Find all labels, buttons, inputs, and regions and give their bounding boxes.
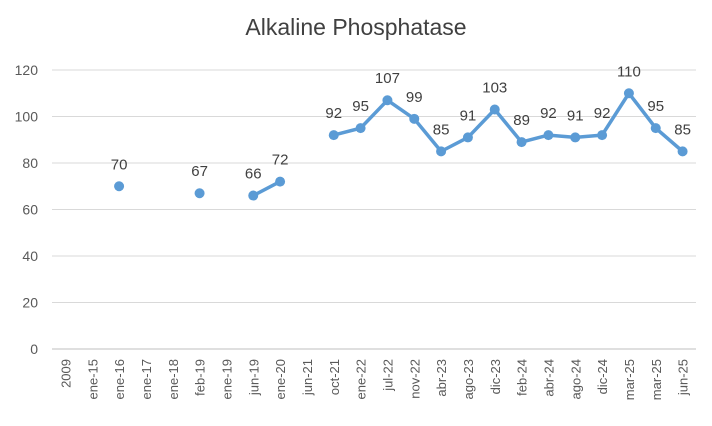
- x-tick-label: jul-22: [380, 359, 395, 392]
- data-label: 110: [617, 63, 641, 80]
- x-tick-label: feb-19: [193, 359, 208, 396]
- series-line-segment: [358, 98, 390, 130]
- data-point: [328, 130, 339, 141]
- data-label: 66: [245, 166, 262, 183]
- data-label: 91: [460, 107, 477, 124]
- x-tick-label: ene-17: [139, 359, 154, 399]
- data-label: 95: [352, 98, 369, 115]
- x-tick-label: abr-24: [541, 359, 556, 397]
- data-label: 85: [433, 121, 450, 138]
- data-label: 91: [567, 107, 584, 124]
- data-point: [623, 88, 634, 99]
- data-label: 67: [191, 163, 208, 180]
- x-tick-label: nov-22: [407, 359, 422, 399]
- y-tick-label: 20: [22, 295, 38, 311]
- series-line-segment: [251, 179, 282, 198]
- x-tick-label: oct-21: [327, 359, 342, 395]
- x-tick-label: dic-23: [488, 359, 503, 394]
- x-tick-label: ene-20: [273, 359, 288, 399]
- data-label: 70: [111, 156, 128, 173]
- series-line-segment: [439, 135, 470, 154]
- x-tick-label: ene-22: [354, 359, 369, 399]
- data-point: [382, 95, 393, 106]
- chart-title: Alkaline Phosphatase: [245, 14, 467, 40]
- data-point: [489, 104, 500, 115]
- series-line-segment: [627, 91, 658, 130]
- x-tick-label: ene-19: [219, 359, 234, 399]
- data-label: 92: [540, 105, 557, 122]
- x-tick-label: dic-24: [595, 359, 610, 394]
- data-label: 107: [375, 70, 400, 87]
- data-point: [597, 130, 608, 141]
- data-point: [194, 188, 205, 199]
- series-line-segment: [600, 91, 631, 137]
- x-tick-label: ene-16: [112, 359, 127, 399]
- x-tick-label: jun-19: [246, 359, 261, 396]
- y-tick-label: 0: [30, 341, 38, 357]
- y-tick-label: 80: [22, 155, 38, 171]
- data-point: [275, 176, 286, 187]
- data-point: [650, 123, 661, 134]
- data-point: [409, 113, 420, 124]
- series-line-segment: [493, 107, 524, 144]
- series-line-segment: [385, 98, 416, 121]
- x-tick-label: mar-25: [622, 359, 637, 400]
- x-tick-label: 2009: [58, 359, 73, 388]
- x-tick-label: feb-24: [515, 359, 530, 396]
- data-point: [543, 130, 554, 141]
- data-point: [114, 181, 125, 192]
- data-point: [462, 132, 473, 143]
- x-tick-label: abr-23: [434, 359, 449, 397]
- x-tick-label: ago-24: [568, 359, 583, 399]
- x-tick-label: ene-15: [85, 359, 100, 399]
- data-point: [677, 146, 688, 157]
- data-label: 99: [406, 89, 423, 106]
- y-tick-label: 100: [15, 109, 39, 125]
- x-tick-label: mar-25: [649, 359, 664, 400]
- data-point: [570, 132, 581, 143]
- series-line-segment: [654, 126, 685, 154]
- data-label: 89: [513, 112, 530, 129]
- x-tick-label: ago-23: [461, 359, 476, 399]
- series-line-segment: [466, 107, 497, 140]
- data-point: [516, 137, 527, 148]
- x-tick-label: jun-21: [300, 359, 315, 396]
- data-label: 92: [594, 105, 611, 122]
- x-tick-label: jun-25: [676, 359, 691, 396]
- data-point: [248, 190, 259, 201]
- series-line-segment: [412, 117, 443, 154]
- y-tick-label: 120: [15, 62, 39, 78]
- data-label: 85: [674, 121, 691, 138]
- data-point: [355, 123, 366, 134]
- y-tick-label: 60: [22, 202, 38, 218]
- data-label: 92: [325, 105, 342, 122]
- y-tick-label: 40: [22, 248, 38, 264]
- data-label: 103: [482, 80, 507, 97]
- x-tick-label: ene-18: [166, 359, 181, 399]
- data-label: 72: [272, 152, 289, 169]
- data-point: [436, 146, 447, 157]
- data-label: 95: [647, 98, 664, 115]
